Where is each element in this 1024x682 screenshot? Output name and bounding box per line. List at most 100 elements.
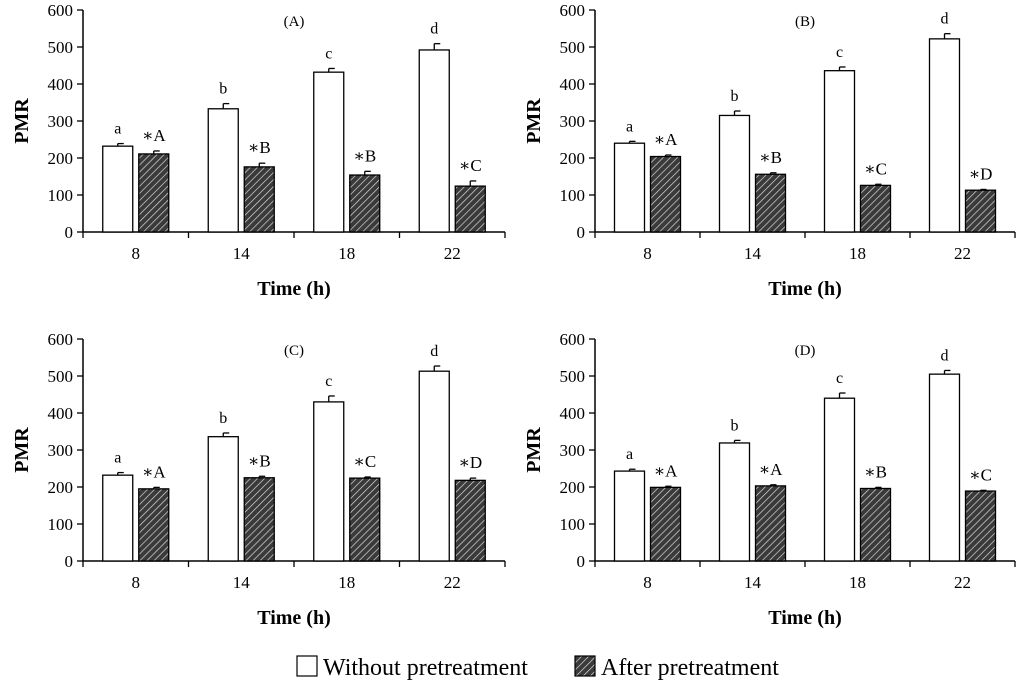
- significance-label: ∗A: [654, 130, 679, 149]
- bar-after-pretreatment: [138, 488, 170, 562]
- bar-after-pretreatment: [649, 486, 682, 562]
- y-tick-label: 100: [48, 186, 74, 205]
- bar-after-pretreatment: [349, 174, 381, 233]
- significance-label: ∗C: [459, 156, 482, 175]
- legend-swatch-after-pretreatment: [574, 655, 596, 677]
- significance-label: ∗C: [864, 159, 887, 178]
- bar-without-pretreatment: [313, 401, 345, 562]
- y-tick-label: 500: [48, 367, 74, 386]
- bar-without-pretreatment: [102, 474, 134, 562]
- significance-label: d: [430, 343, 438, 360]
- significance-label: a: [626, 446, 633, 463]
- significance-label: ∗B: [248, 138, 271, 157]
- significance-label: c: [836, 44, 843, 61]
- bar-after-pretreatment: [649, 155, 682, 233]
- significance-label: ∗C: [969, 465, 992, 484]
- significance-label: d: [941, 11, 949, 28]
- y-axis-title: PMR: [523, 427, 545, 473]
- x-tick-label: 14: [233, 244, 251, 263]
- bar-without-pretreatment: [823, 70, 856, 233]
- bar-after-pretreatment: [859, 184, 892, 233]
- y-tick-label: 600: [560, 330, 586, 349]
- significance-label: ∗B: [353, 146, 376, 165]
- chart-panel-d: 0 100 200 300 400 500 600 PMR (D) 8 a ∗A 14 b ∗A 18 c ∗B 2…: [523, 330, 1016, 629]
- x-tick-label: 14: [233, 573, 251, 592]
- significance-label: b: [219, 410, 227, 427]
- significance-label: c: [836, 370, 843, 387]
- significance-label: d: [430, 21, 438, 38]
- bar-after-pretreatment: [964, 490, 997, 562]
- y-tick-label: 600: [48, 1, 74, 20]
- bar-without-pretreatment: [928, 38, 961, 233]
- significance-label: ∗A: [759, 460, 784, 479]
- significance-label: c: [325, 45, 332, 62]
- significance-label: b: [731, 417, 739, 434]
- y-tick-label: 200: [48, 478, 74, 497]
- bar-after-pretreatment: [754, 485, 787, 562]
- chart-panel-c: 0 100 200 300 400 500 600 PMR (C) 8 a ∗A 14 b ∗B 18 c ∗C 2…: [11, 330, 506, 629]
- bar-without-pretreatment: [207, 436, 239, 562]
- panel-title: (C): [284, 343, 304, 359]
- y-tick-label: 400: [48, 404, 74, 423]
- y-tick-label: 600: [560, 1, 586, 20]
- y-tick-label: 500: [560, 367, 586, 386]
- significance-label: ∗A: [654, 461, 679, 480]
- y-tick-label: 400: [560, 404, 586, 423]
- y-tick-label: 0: [577, 223, 586, 242]
- y-axis-title: PMR: [11, 427, 33, 473]
- x-tick-label: 14: [744, 573, 762, 592]
- bar-after-pretreatment: [138, 153, 170, 233]
- x-tick-label: 8: [643, 573, 652, 592]
- bar-without-pretreatment: [418, 370, 450, 562]
- significance-label: a: [626, 118, 633, 135]
- legend-swatch-without-pretreatment: [296, 655, 318, 677]
- y-tick-label: 0: [65, 552, 74, 571]
- bar-after-pretreatment: [349, 477, 381, 562]
- significance-label: ∗C: [353, 452, 376, 471]
- significance-label: c: [325, 373, 332, 390]
- chart-panel-a: 0 100 200 300 400 500 600 PMR (A) 8 a ∗A 14 b ∗B 18 c ∗B 2…: [11, 1, 506, 300]
- y-tick-label: 400: [48, 75, 74, 94]
- x-tick-label: 22: [444, 244, 461, 263]
- significance-label: d: [941, 347, 949, 364]
- y-tick-label: 100: [48, 515, 74, 534]
- significance-label: ∗D: [458, 453, 482, 472]
- x-tick-label: 14: [744, 244, 762, 263]
- y-tick-label: 100: [560, 186, 586, 205]
- y-tick-label: 200: [560, 478, 586, 497]
- y-tick-label: 0: [65, 223, 74, 242]
- y-tick-label: 400: [560, 75, 586, 94]
- bar-after-pretreatment: [964, 189, 997, 233]
- x-axis-title: Time (h): [768, 607, 842, 629]
- bar-without-pretreatment: [718, 442, 751, 562]
- bar-after-pretreatment: [454, 185, 486, 233]
- significance-label: b: [219, 81, 227, 98]
- significance-label: ∗A: [142, 462, 167, 481]
- bar-without-pretreatment: [102, 145, 134, 233]
- bar-after-pretreatment: [754, 173, 787, 233]
- x-axis-title: Time (h): [257, 607, 331, 629]
- significance-label: a: [114, 450, 121, 467]
- bar-without-pretreatment: [613, 142, 646, 233]
- x-tick-label: 18: [338, 573, 355, 592]
- x-tick-label: 18: [849, 244, 866, 263]
- bar-without-pretreatment: [718, 114, 751, 233]
- bar-after-pretreatment: [243, 477, 275, 562]
- x-tick-label: 22: [954, 573, 971, 592]
- x-tick-label: 8: [132, 244, 141, 263]
- significance-label: ∗B: [248, 451, 271, 470]
- significance-label: b: [731, 88, 739, 105]
- significance-label: a: [114, 121, 121, 138]
- chart-panel-b: 0 100 200 300 400 500 600 PMR (B) 8 a ∗A 14 b ∗B 18 c ∗C 2…: [523, 1, 1016, 300]
- bar-without-pretreatment: [418, 49, 450, 233]
- bar-after-pretreatment: [243, 166, 275, 233]
- legend-label-after-pretreatment: After pretreatment: [601, 655, 779, 681]
- x-tick-label: 18: [849, 573, 866, 592]
- bar-after-pretreatment: [454, 479, 486, 562]
- significance-label: ∗D: [969, 164, 993, 183]
- y-tick-label: 200: [48, 149, 74, 168]
- y-tick-label: 500: [48, 38, 74, 57]
- panel-title: (B): [795, 14, 815, 30]
- x-tick-label: 8: [643, 244, 652, 263]
